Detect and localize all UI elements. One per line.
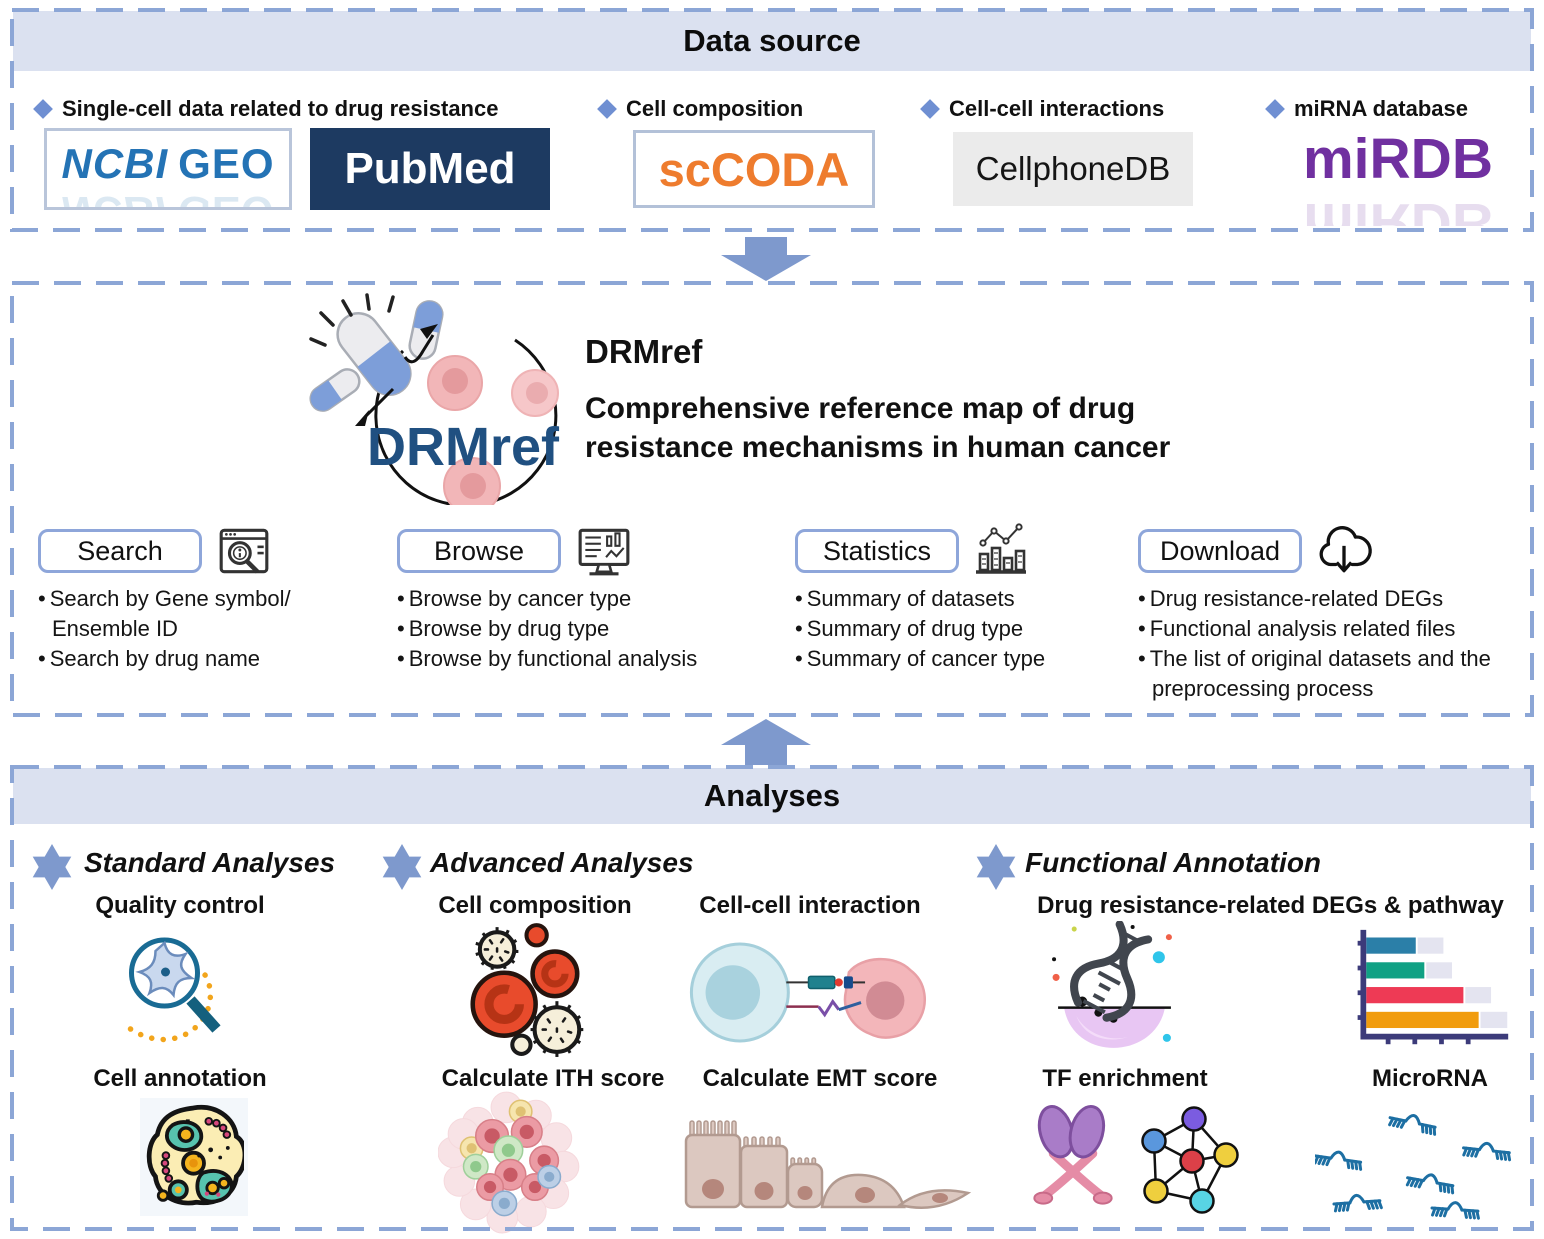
platform-description: Comprehensive reference map of drug resi… <box>585 392 1171 464</box>
category-label: Cell composition <box>626 96 804 121</box>
item-label-quality-control: Quality control <box>95 892 265 919</box>
search-icon <box>216 523 272 579</box>
ncbi-geo-text: NCBI GEO <box>61 140 275 187</box>
cell-cell-interaction-icon <box>685 940 927 1046</box>
category-mirna-database: miRNA database <box>1265 96 1469 122</box>
emt-score-icon <box>678 1115 973 1217</box>
category-label: Cell-cell interactions <box>949 96 1165 121</box>
diamond-icon <box>1265 99 1285 119</box>
tf-network-icon <box>1132 1105 1242 1215</box>
list-item: Browse by drug type <box>397 614 747 644</box>
list-item: Browse by cancer type <box>397 584 747 614</box>
quality-control-icon <box>113 923 241 1053</box>
browse-icon <box>576 523 632 579</box>
diamond-icon <box>33 99 53 119</box>
download-feature-list: Drug resistance-related DEGs Functional … <box>1138 584 1516 704</box>
item-label-tf-enrichment: TF enrichment <box>1042 1065 1208 1092</box>
download-button[interactable]: Download <box>1138 529 1302 573</box>
list-item: Summary of drug type <box>795 614 1135 644</box>
list-item: Search by drug name <box>38 644 348 674</box>
pubmed-logo: PubMed <box>310 128 550 210</box>
item-label-degs-pathway: Drug resistance-related DEGs & pathway <box>1037 892 1504 919</box>
item-label-cell-composition: Cell composition <box>438 892 632 919</box>
drmref-logo-text: DRMref <box>367 417 560 477</box>
category-cell-composition: Cell composition <box>597 96 804 122</box>
statistics-button[interactable]: Statistics <box>795 529 959 573</box>
item-label-microrna: MicroRNA <box>1371 1065 1488 1092</box>
item-label-emt-score: Calculate EMT score <box>702 1065 938 1092</box>
star-icon <box>972 843 1020 891</box>
category-label: Single-cell data related to drug resista… <box>62 96 499 121</box>
data-source-title: Data source <box>13 11 1531 71</box>
cell-annotation-icon <box>140 1098 248 1216</box>
list-item: Browse by functional analysis <box>397 644 747 674</box>
microrna-icon <box>1315 1102 1527 1222</box>
pathway-barchart-icon <box>1350 925 1512 1051</box>
cell-composition-icon <box>458 918 596 1060</box>
statistics-icon <box>972 521 1028 577</box>
pubmed-text: PubMed <box>344 144 516 193</box>
star-icon <box>28 843 76 891</box>
sccoda-text: scCODA <box>658 142 850 196</box>
browse-button[interactable]: Browse <box>397 529 561 573</box>
mirdb-text: miRDB <box>1302 127 1493 191</box>
group-heading-advanced: Advanced Analyses <box>430 847 694 878</box>
browse-feature-list: Browse by cancer type Browse by drug typ… <box>397 584 747 674</box>
category-label: miRNA database <box>1294 96 1469 121</box>
dna-pathway-icon <box>1045 921 1183 1057</box>
download-icon <box>1315 521 1372 577</box>
drmref-logo: DRMref <box>305 293 595 505</box>
list-item: Search by Gene symbol/ Ensemble ID <box>38 584 348 644</box>
diamond-icon <box>597 99 617 119</box>
search-feature-list: Search by Gene symbol/ Ensemble ID Searc… <box>38 584 348 674</box>
category-single-cell: Single-cell data related to drug resista… <box>33 96 499 122</box>
search-button[interactable]: Search <box>38 529 202 573</box>
tf-protein-icon <box>1023 1098 1123 1212</box>
cellphonedb-text: CellphoneDB <box>975 150 1171 187</box>
mirdb-logo: miRDB miRDB <box>1290 126 1506 226</box>
flow-arrow-up-icon <box>721 719 811 765</box>
list-item: The list of original datasets and the pr… <box>1138 644 1516 704</box>
cellphonedb-logo: CellphoneDB <box>953 132 1193 206</box>
group-heading-standard: Standard Analyses <box>84 847 336 878</box>
platform-section: DRMref DRMref Comprehensive reference ma… <box>10 281 1534 717</box>
list-item: Summary of cancer type <box>795 644 1135 674</box>
flow-arrow-down-icon <box>721 237 811 281</box>
category-cell-cell-interactions: Cell-cell interactions <box>920 96 1165 122</box>
item-label-cell-annotation: Cell annotation <box>93 1065 267 1092</box>
star-icon <box>378 843 426 891</box>
data-source-section: Data source Single-cell data related to … <box>10 8 1534 232</box>
platform-name: DRMref <box>585 333 703 370</box>
mirdb-reflection: miRDB <box>1302 191 1493 226</box>
list-item: Functional analysis related files <box>1138 614 1516 644</box>
sccoda-logo: scCODA <box>633 130 875 208</box>
analyses-section: Analyses Standard Analyses Advanced Anal… <box>10 765 1534 1234</box>
analyses-title: Analyses <box>13 768 1531 824</box>
diamond-icon <box>920 99 940 119</box>
item-label-cell-cell-interaction: Cell-cell interaction <box>699 892 921 919</box>
list-item: Drug resistance-related DEGs <box>1138 584 1516 614</box>
list-item: Summary of datasets <box>795 584 1135 614</box>
statistics-feature-list: Summary of datasets Summary of drug type… <box>795 584 1135 674</box>
group-heading-functional: Functional Annotation <box>1025 847 1322 878</box>
ith-score-icon <box>438 1087 588 1235</box>
